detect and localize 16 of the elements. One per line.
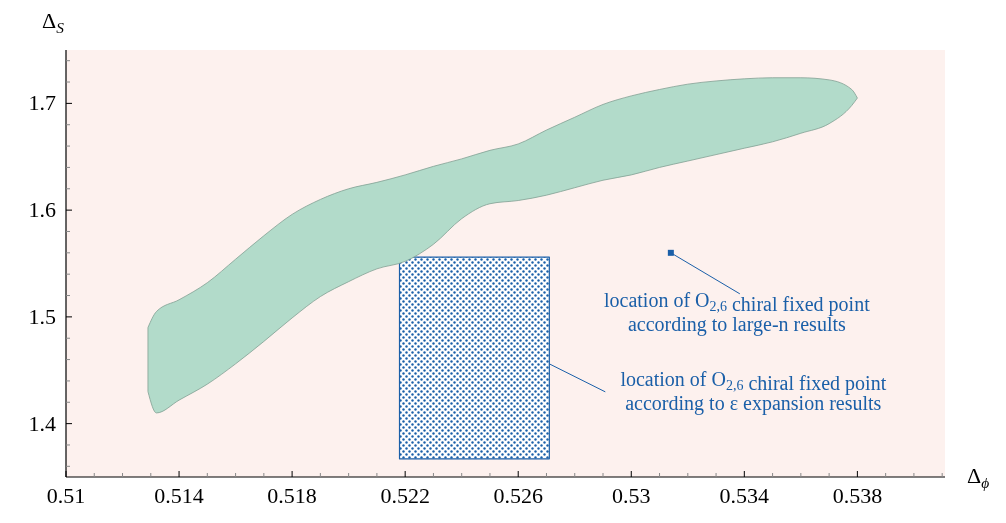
x-tick-label: 0.522 xyxy=(380,483,430,508)
annotation: location of O$_{2,6}$ chiral fixed point according to large-n results xyxy=(603,288,871,336)
x-tick-label: 0.518 xyxy=(267,483,317,508)
x-tick-label: 0.526 xyxy=(493,483,543,508)
x-tick-label: 0.51 xyxy=(46,483,86,508)
annotation: location of O$_{2,6}$ chiral fixed point according to ε expansion results xyxy=(620,367,887,415)
x-axis-title: Δ$_{ϕ}$ xyxy=(967,463,990,491)
y-axis-title: Δ$_{S}$ xyxy=(42,8,65,36)
y-tick-label: 1.4 xyxy=(28,410,56,436)
x-tick-label: 0.534 xyxy=(719,483,770,508)
y-tick-label: 1.5 xyxy=(28,303,56,329)
x-tick-label: 0.53 xyxy=(612,483,651,508)
y-tick-label: 1.6 xyxy=(28,197,56,223)
x-tick-label: 0.538 xyxy=(832,483,883,508)
y-tick-label: 1.7 xyxy=(28,90,56,116)
x-tick-label: 0.514 xyxy=(154,483,204,508)
